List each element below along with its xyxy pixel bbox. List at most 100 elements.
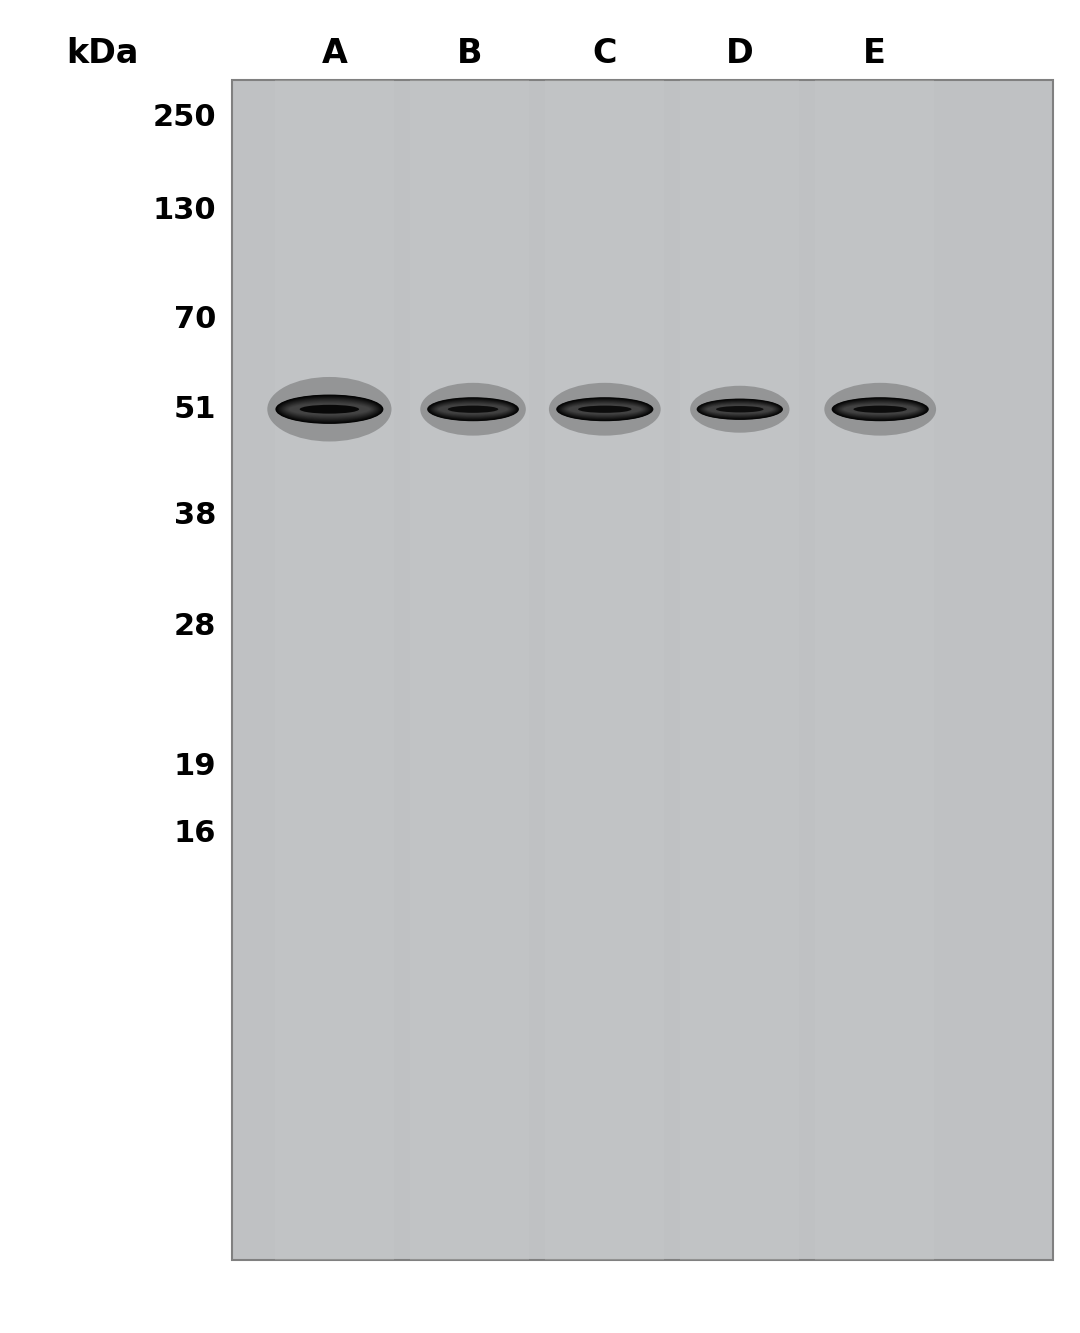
Ellipse shape [832, 397, 929, 421]
Ellipse shape [285, 401, 374, 417]
Text: A: A [322, 37, 348, 69]
Ellipse shape [438, 404, 508, 415]
Ellipse shape [429, 399, 517, 420]
Ellipse shape [561, 400, 649, 419]
Ellipse shape [698, 399, 782, 420]
Ellipse shape [284, 400, 375, 419]
Ellipse shape [705, 404, 774, 415]
Text: B: B [457, 37, 483, 69]
Text: E: E [863, 37, 887, 69]
Ellipse shape [549, 383, 661, 436]
Ellipse shape [700, 401, 780, 417]
Ellipse shape [434, 401, 512, 417]
Ellipse shape [690, 385, 789, 433]
Ellipse shape [275, 395, 383, 424]
Ellipse shape [432, 400, 514, 419]
Text: 51: 51 [174, 395, 216, 424]
Ellipse shape [559, 399, 650, 420]
Ellipse shape [837, 400, 923, 419]
Ellipse shape [562, 401, 648, 417]
Ellipse shape [435, 403, 511, 416]
Ellipse shape [566, 404, 644, 415]
Ellipse shape [288, 403, 370, 416]
Ellipse shape [556, 397, 653, 421]
Text: kDa: kDa [66, 37, 139, 69]
Ellipse shape [836, 400, 924, 419]
Ellipse shape [841, 404, 919, 415]
Ellipse shape [278, 396, 381, 423]
Ellipse shape [702, 401, 778, 417]
Ellipse shape [706, 404, 773, 415]
Ellipse shape [289, 404, 369, 415]
Ellipse shape [300, 405, 359, 413]
Ellipse shape [565, 403, 645, 416]
Ellipse shape [436, 404, 510, 415]
Ellipse shape [716, 407, 764, 412]
Ellipse shape [557, 399, 652, 420]
Bar [680, 80, 799, 1260]
Ellipse shape [281, 397, 378, 421]
Ellipse shape [703, 403, 777, 416]
Ellipse shape [841, 403, 919, 416]
Ellipse shape [701, 401, 779, 417]
Ellipse shape [283, 399, 376, 420]
Text: C: C [593, 37, 617, 69]
Text: 38: 38 [174, 501, 216, 531]
Ellipse shape [834, 399, 927, 420]
Ellipse shape [276, 395, 382, 424]
Ellipse shape [434, 401, 512, 417]
Ellipse shape [430, 399, 516, 420]
Bar [410, 80, 529, 1260]
Text: 250: 250 [152, 103, 216, 132]
Ellipse shape [703, 403, 777, 416]
Ellipse shape [835, 399, 926, 420]
Ellipse shape [698, 400, 782, 419]
Ellipse shape [267, 377, 391, 441]
Ellipse shape [701, 401, 779, 417]
Ellipse shape [568, 404, 642, 415]
Ellipse shape [557, 397, 652, 421]
Ellipse shape [699, 400, 781, 419]
Ellipse shape [834, 399, 927, 420]
Ellipse shape [567, 404, 643, 415]
Ellipse shape [281, 399, 378, 420]
Bar [275, 80, 394, 1260]
Ellipse shape [448, 405, 498, 413]
Ellipse shape [282, 399, 377, 420]
Text: 70: 70 [174, 305, 216, 335]
Ellipse shape [700, 400, 780, 419]
Ellipse shape [433, 401, 513, 417]
Ellipse shape [428, 397, 519, 421]
Ellipse shape [704, 403, 775, 416]
Bar [232, 80, 1053, 1260]
Ellipse shape [853, 405, 907, 413]
Ellipse shape [430, 399, 516, 420]
Ellipse shape [707, 405, 772, 413]
Ellipse shape [568, 404, 642, 415]
Ellipse shape [287, 403, 372, 416]
Text: 130: 130 [152, 196, 216, 225]
Ellipse shape [843, 404, 917, 415]
Bar [545, 80, 664, 1260]
Ellipse shape [435, 403, 511, 416]
Ellipse shape [697, 399, 783, 420]
Ellipse shape [836, 400, 924, 419]
Ellipse shape [566, 403, 644, 416]
Ellipse shape [287, 403, 372, 416]
Ellipse shape [564, 401, 646, 417]
Ellipse shape [563, 401, 647, 417]
Ellipse shape [702, 403, 778, 416]
Ellipse shape [824, 383, 936, 436]
Bar [815, 80, 934, 1260]
Ellipse shape [438, 404, 508, 415]
Ellipse shape [431, 400, 515, 419]
Ellipse shape [837, 401, 923, 417]
Ellipse shape [285, 401, 374, 417]
Ellipse shape [842, 404, 918, 415]
Text: 16: 16 [174, 818, 216, 848]
Ellipse shape [558, 399, 651, 420]
Ellipse shape [840, 403, 920, 416]
Text: 19: 19 [174, 752, 216, 781]
Ellipse shape [437, 404, 509, 415]
Ellipse shape [699, 400, 781, 419]
